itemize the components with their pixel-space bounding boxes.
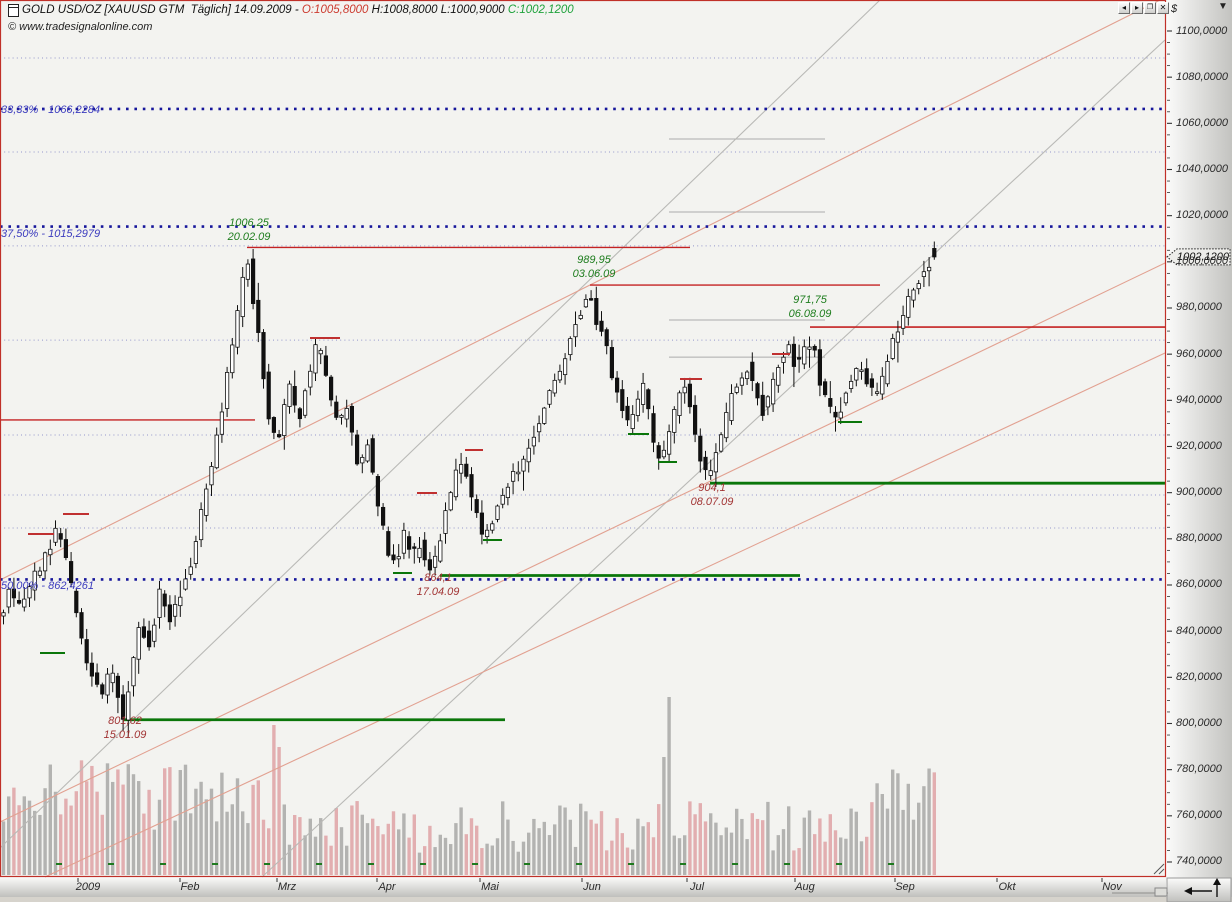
plot-area[interactable] bbox=[0, 0, 1166, 877]
axis-dropdown-icon[interactable]: ▼ bbox=[1218, 1, 1228, 12]
fine-dotted-gridlines bbox=[0, 57, 1165, 529]
support-resistance-lines[interactable] bbox=[0, 246, 1165, 722]
axis-reset-button[interactable] bbox=[1166, 877, 1232, 902]
zoom-scrollbar-thumb[interactable] bbox=[1154, 887, 1168, 897]
swing-marks bbox=[28, 337, 862, 654]
window-back-button[interactable]: ◂ bbox=[1118, 2, 1130, 14]
trend-lines[interactable] bbox=[0, 0, 1166, 878]
up-arrow-icon bbox=[1213, 878, 1221, 885]
period-separator-dashes bbox=[56, 863, 894, 865]
price-axis-strip[interactable] bbox=[1166, 0, 1232, 902]
window-restore-button[interactable]: ❐ bbox=[1144, 2, 1156, 14]
fibonacci-dotted-lines[interactable] bbox=[0, 107, 1165, 581]
volume-bars bbox=[1, 697, 936, 875]
candlestick-series bbox=[1, 241, 937, 737]
left-arrow-icon bbox=[1184, 887, 1192, 895]
time-axis-strip[interactable] bbox=[0, 877, 1166, 897]
window-bottom-edge bbox=[0, 897, 1232, 902]
window-forward-button[interactable]: ▸ bbox=[1131, 2, 1143, 14]
price-tag-shape bbox=[1166, 248, 1231, 266]
window-close-button[interactable]: ✕ bbox=[1157, 2, 1169, 14]
